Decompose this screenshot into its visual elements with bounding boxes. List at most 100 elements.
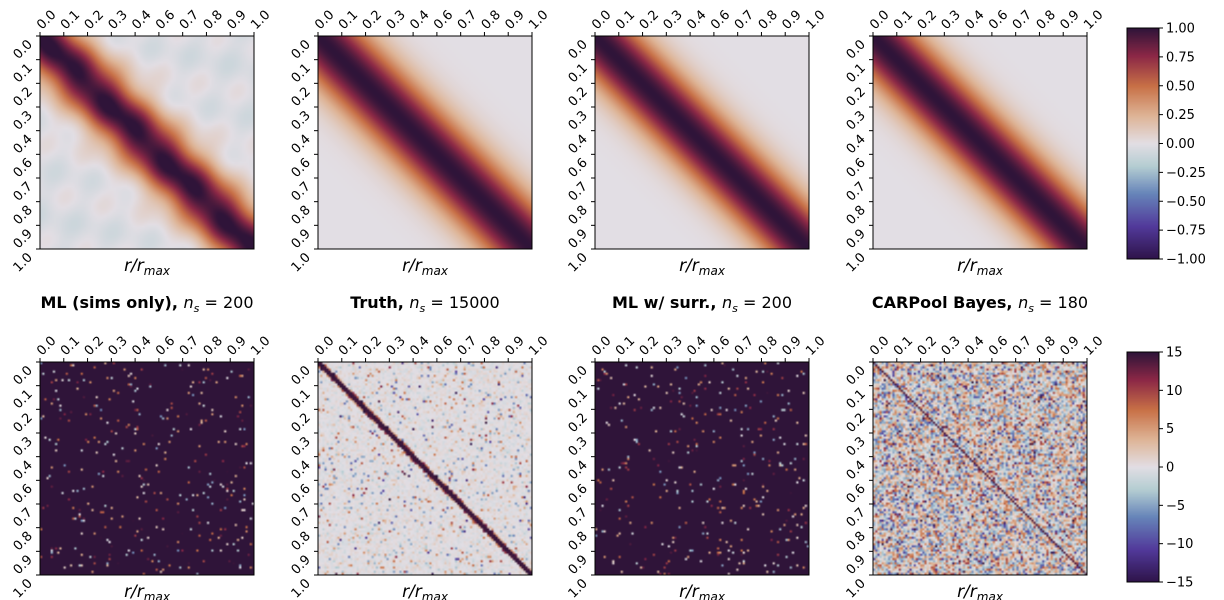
y-tick-label: 0.9	[289, 553, 314, 578]
colorbar-tick-label: −10	[1166, 537, 1193, 552]
y-tick-label: 0.6	[566, 156, 591, 181]
y-tick-label: 0.4	[844, 458, 869, 483]
y-tick-label: 0.3	[11, 434, 36, 459]
x-tick-label: 0.4	[129, 8, 154, 33]
panel-title-sub: s	[194, 302, 200, 315]
y-tick-label: 0.6	[844, 482, 869, 507]
y-tick-label: 0.2	[566, 85, 591, 110]
x-tick-label: 0.0	[34, 8, 59, 33]
y-tick-label: 0.1	[289, 61, 314, 86]
colorbar-tick-label: −0.50	[1166, 195, 1206, 210]
x-axis-label-main: r/r	[957, 256, 978, 276]
y-tick-label: 0.4	[289, 458, 314, 483]
x-tick-label: 0.0	[867, 8, 892, 33]
x-axis-label-main: r/r	[679, 256, 700, 276]
colorbar-tick-label: −1.00	[1166, 253, 1206, 268]
x-tick-label: 0.9	[1057, 334, 1082, 359]
x-tick-label: 0.1	[891, 334, 916, 359]
x-tick-label: 0.7	[1010, 334, 1035, 359]
y-tick-label: 0.6	[11, 156, 36, 181]
x-tick-label: 0.4	[407, 334, 432, 359]
x-tick-label: 1.0	[248, 334, 273, 359]
x-tick-label: 0.3	[106, 8, 131, 33]
colorbar-tick-label: 0.25	[1166, 108, 1195, 123]
panel-title-value: = 200	[199, 293, 253, 312]
y-tick-label: 0.6	[289, 482, 314, 507]
y-tick-label: 0.0	[289, 363, 314, 388]
y-tick-label: 0.3	[289, 108, 314, 133]
y-tick-label: 0.7	[289, 505, 314, 530]
x-tick-label: 0.8	[756, 8, 781, 33]
x-tick-label: 1.0	[526, 334, 551, 359]
x-tick-label: 0.3	[106, 334, 131, 359]
y-tick-label: 0.0	[566, 363, 591, 388]
y-tick-label: 0.9	[11, 227, 36, 252]
x-axis-label: r/rmax	[679, 582, 726, 600]
panel-title-math: n	[184, 293, 194, 312]
heatmap-frame-r0-c1	[317, 35, 533, 250]
y-tick-label: 0.7	[11, 179, 36, 204]
x-axis-label-main: r/r	[124, 256, 145, 276]
heatmap-r1-c1	[318, 362, 532, 575]
panel-title: ML (sims only), ns = 200	[40, 293, 253, 315]
panel-title-sub: s	[420, 302, 426, 315]
y-tick-label: 0.8	[11, 203, 36, 228]
colorbar-r0	[1127, 28, 1159, 259]
heatmap-frame-r0-c2	[594, 35, 810, 250]
y-tick-label: 0.7	[11, 505, 36, 530]
x-tick-label: 0.0	[312, 334, 337, 359]
x-axis-label-main: r/r	[124, 582, 145, 600]
heatmap-r1-c2	[595, 362, 809, 575]
x-axis-label-main: r/r	[957, 582, 978, 600]
panel-title-value: = 180	[1034, 293, 1088, 312]
x-tick-label: 0.4	[684, 334, 709, 359]
y-tick-label: 1.0	[11, 576, 36, 600]
y-tick-label: 1.0	[566, 576, 591, 600]
y-tick-label: 0.2	[844, 411, 869, 436]
heatmap-frame-r1-c3	[872, 361, 1088, 576]
heatmap-frame-r1-c0	[39, 361, 255, 576]
heatmap-r1-c3	[873, 362, 1087, 575]
y-tick-label: 0.0	[11, 363, 36, 388]
colorbar-tick-label: −0.75	[1166, 224, 1206, 239]
x-tick-label: 0.2	[915, 8, 940, 33]
y-tick-label: 0.9	[844, 227, 869, 252]
y-tick-label: 0.4	[566, 132, 591, 157]
y-tick-label: 0.3	[566, 108, 591, 133]
x-tick-label: 0.0	[34, 334, 59, 359]
y-tick-label: 0.1	[844, 61, 869, 86]
y-tick-label: 0.0	[844, 363, 869, 388]
x-tick-label: 0.7	[732, 8, 757, 33]
y-tick-label: 0.1	[566, 61, 591, 86]
x-tick-label: 0.9	[224, 8, 249, 33]
heatmap-frame-r0-c3	[872, 35, 1088, 250]
y-tick-label: 0.3	[844, 108, 869, 133]
y-tick-label: 0.8	[289, 203, 314, 228]
x-tick-label: 0.6	[153, 8, 178, 33]
y-tick-label: 0.7	[844, 179, 869, 204]
x-tick-label: 0.7	[177, 334, 202, 359]
x-tick-label: 0.9	[224, 334, 249, 359]
y-tick-label: 0.6	[844, 156, 869, 181]
x-tick-label: 0.9	[502, 334, 527, 359]
panel-title-sub: s	[1028, 302, 1034, 315]
x-tick-label: 0.2	[637, 8, 662, 33]
y-tick-label: 1.0	[566, 250, 591, 275]
colorbar-tick-label: 0	[1166, 461, 1174, 476]
y-tick-label: 0.0	[566, 37, 591, 62]
y-tick-label: 0.0	[11, 37, 36, 62]
x-tick-label: 0.9	[779, 8, 804, 33]
x-tick-label: 1.0	[248, 8, 273, 33]
x-tick-label: 0.0	[312, 8, 337, 33]
x-tick-label: 0.4	[684, 8, 709, 33]
y-tick-label: 0.4	[11, 132, 36, 157]
x-tick-label: 0.8	[201, 334, 226, 359]
x-tick-label: 0.2	[82, 334, 107, 359]
x-tick-label: 0.1	[891, 8, 916, 33]
panel-title-bold: CARPool Bayes,	[872, 293, 1018, 312]
x-tick-label: 0.6	[431, 334, 456, 359]
x-tick-label: 0.1	[613, 334, 638, 359]
x-tick-label: 0.6	[708, 334, 733, 359]
colorbar-tick-label: 5	[1166, 422, 1174, 437]
